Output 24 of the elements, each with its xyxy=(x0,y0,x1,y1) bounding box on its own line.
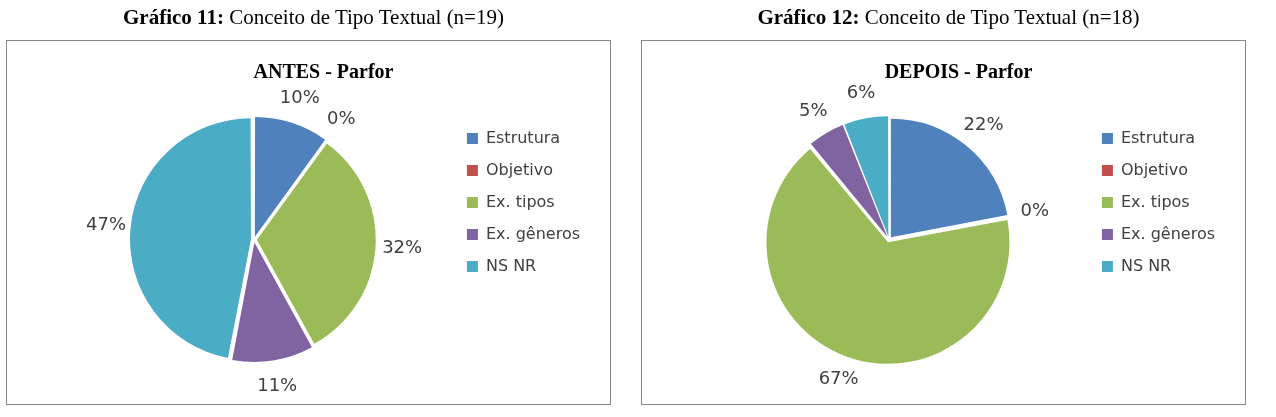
data-label: 47% xyxy=(86,213,127,235)
data-label: 5% xyxy=(799,99,828,121)
legend-label: Ex. gêneros xyxy=(1120,223,1216,243)
data-label: 6% xyxy=(846,81,876,103)
legend-label: NS NR xyxy=(1120,255,1172,275)
legend-label: Ex. tipos xyxy=(1120,191,1190,211)
data-label: 10% xyxy=(279,85,320,107)
data-label: 11% xyxy=(257,373,298,395)
legend-label: NS NR xyxy=(485,255,537,275)
legend-label: Estrutura xyxy=(485,127,561,147)
text: 0% xyxy=(326,107,356,129)
legend-label: Ex. gêneros xyxy=(485,223,581,243)
legend-label: Estrutura xyxy=(1120,127,1196,147)
legend-label: Objetivo xyxy=(485,159,553,179)
text: 0% xyxy=(1020,199,1050,221)
data-label: 22% xyxy=(963,112,1004,134)
data-label: 32% xyxy=(382,236,423,258)
chart-title: Gráfico 12: Conceito de Tipo Textual (n=18) xyxy=(756,4,1141,31)
legend-label: Objetivo xyxy=(1120,159,1188,179)
data-label: 67% xyxy=(818,366,859,388)
chart-title: Gráfico 11: Conceito de Tipo Textual (n=19) xyxy=(122,4,505,31)
chart-subtitle: ANTES - Parfor xyxy=(253,60,394,83)
legend-label: Ex. tipos xyxy=(485,191,555,211)
chart-subtitle: DEPOIS - Parfor xyxy=(884,60,1033,83)
